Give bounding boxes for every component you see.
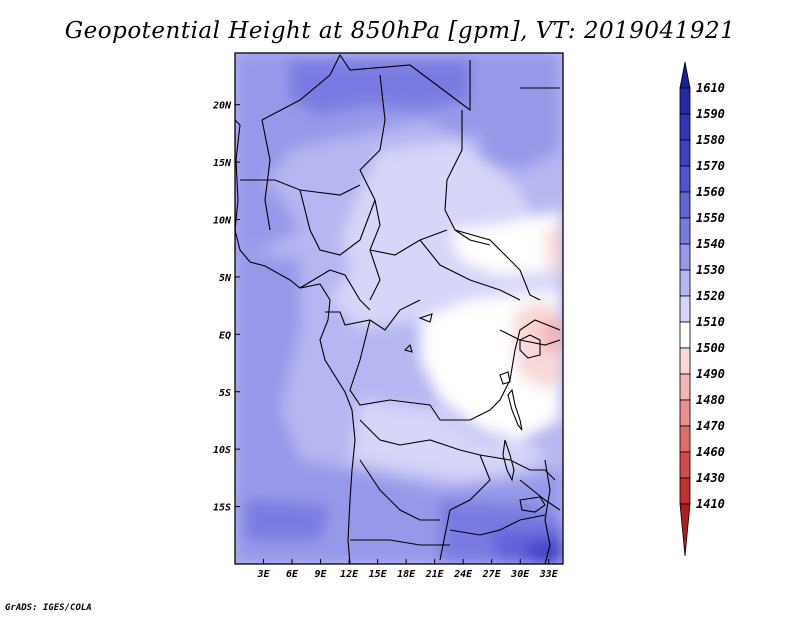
colorbar-label: 1610 — [696, 81, 725, 95]
colorbar: 1610 1590 1580 1570 1560 1550 1540 1530 1520 1510… — [679, 61, 725, 557]
colorbar-segment — [679, 373, 691, 401]
colorbar-segment — [679, 425, 691, 453]
x-tick-label: 30E — [510, 569, 530, 580]
colorbar-segment — [679, 347, 691, 375]
colorbar-label: 1490 — [696, 367, 725, 381]
y-tick-label: 5S — [219, 388, 231, 399]
colorbar-top-arrow — [679, 61, 691, 89]
colorbar-label: 1540 — [696, 237, 725, 251]
colorbar-label: 1570 — [696, 159, 725, 173]
x-tick-label: 21E — [425, 569, 445, 580]
y-tick-label: 15N — [213, 158, 232, 169]
colorbar-segment — [679, 451, 691, 479]
colorbar-label: 1560 — [696, 185, 725, 199]
colorbar-label: 1430 — [696, 471, 725, 485]
colorbar-segment — [679, 87, 691, 115]
colorbar-label: 1580 — [696, 133, 725, 147]
colorbar-label: 1470 — [696, 419, 725, 433]
x-tick-label: 18E — [397, 569, 416, 580]
colorbar-segment — [679, 321, 691, 349]
colorbar-segment — [679, 113, 691, 141]
colorbar-label: 1460 — [696, 445, 725, 459]
x-tick-label: 27E — [482, 569, 502, 580]
colorbar-label: 1590 — [696, 107, 725, 121]
colorbar-label: 1410 — [696, 497, 725, 511]
colorbar-segment — [679, 269, 691, 297]
map-frame — [234, 52, 564, 565]
colorbar-label: 1550 — [696, 211, 725, 225]
colorbar-segment — [679, 139, 691, 167]
chart-title: Geopotential Height at 850hPa [gpm], VT:… — [64, 18, 736, 44]
x-axis: 3E 6E 9E 12E 15E 18E 21E 24E 27E 30E 33E — [256, 559, 559, 580]
colorbar-segment — [679, 477, 691, 505]
y-tick-label: 15S — [213, 503, 231, 514]
y-axis: 20N 15N 10N 5N EQ 5S 10S 15S — [212, 101, 240, 514]
colorbar-label: 1480 — [696, 393, 725, 407]
x-tick-label: 15E — [369, 569, 388, 580]
y-tick-label: 10S — [213, 445, 231, 456]
colorbar-segment — [679, 399, 691, 427]
x-tick-label: 12E — [340, 569, 359, 580]
grads-credit: GrADS: IGES/COLA — [5, 603, 92, 613]
colorbar-segment — [679, 295, 691, 323]
x-tick-label: 9E — [315, 569, 328, 580]
x-tick-label: 3E — [256, 569, 270, 580]
y-tick-label: 5N — [219, 273, 232, 284]
colorbar-label: 1500 — [696, 341, 725, 355]
colorbar-label: 1510 — [696, 315, 725, 329]
x-tick-label: 33E — [539, 569, 559, 580]
y-tick-label: 20N — [212, 101, 232, 112]
colorbar-segment — [679, 191, 691, 219]
country-borders — [235, 53, 561, 564]
colorbar-label: 1530 — [696, 263, 725, 277]
colorbar-segment — [679, 165, 691, 193]
colorbar-segment — [679, 217, 691, 245]
y-tick-label: EQ — [219, 330, 231, 341]
x-tick-label: 6E — [286, 569, 299, 580]
colorbar-segment — [679, 243, 691, 271]
colorbar-bottom-arrow — [679, 503, 691, 557]
colorbar-label: 1520 — [696, 289, 725, 303]
x-tick-label: 24E — [453, 569, 473, 580]
y-tick-label: 10N — [213, 216, 232, 227]
shaded-field — [235, 53, 563, 564]
